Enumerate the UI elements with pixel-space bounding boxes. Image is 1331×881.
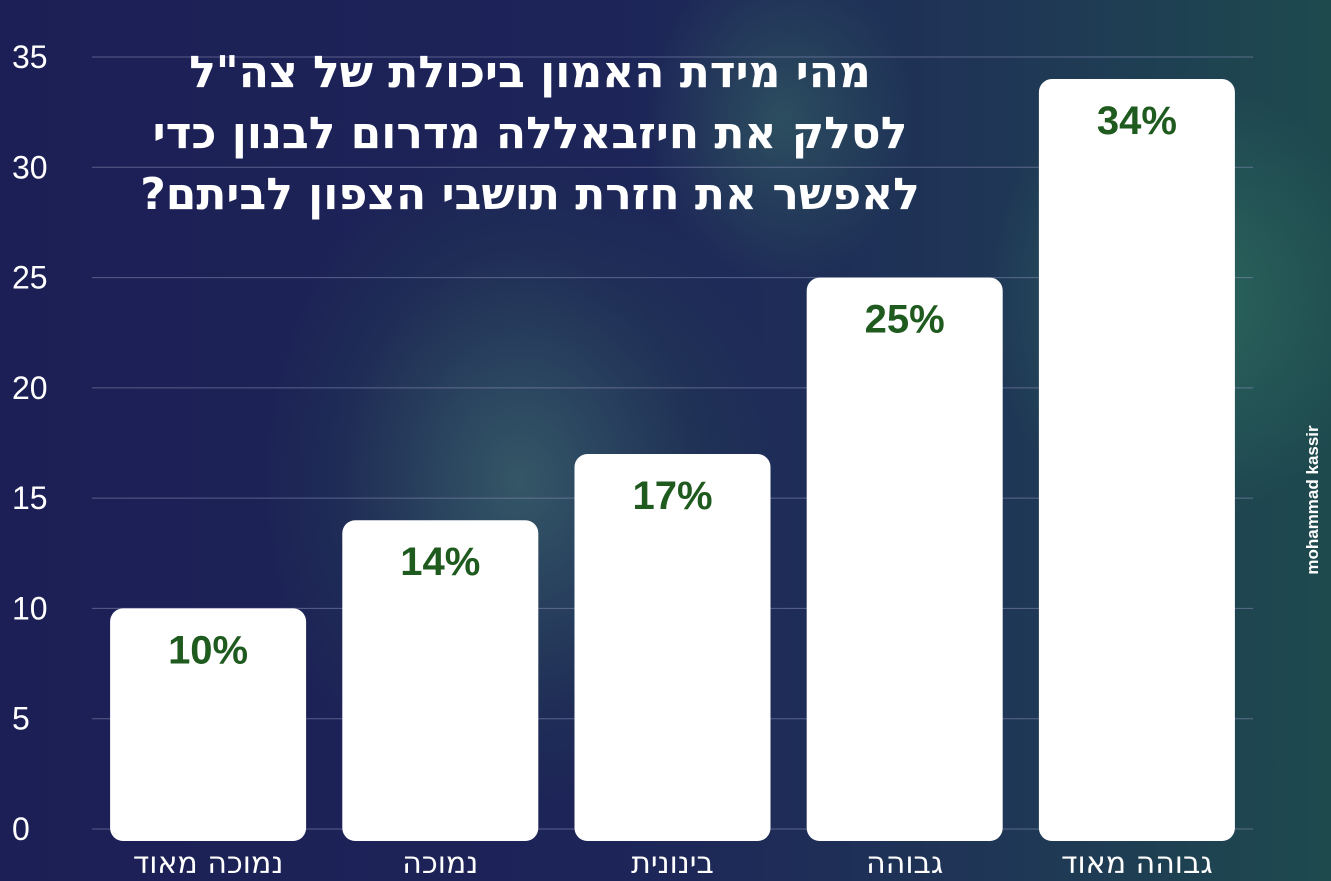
chart-title: מהי מידת האמון ביכולת של צה"ל לסלק את חי… xyxy=(90,42,970,225)
bar xyxy=(1039,79,1235,841)
y-tick-label: 25 xyxy=(12,260,48,296)
category-label: בינונית xyxy=(631,846,714,881)
title-line: לאפשר את חזרת תושבי הצפון לביתם? xyxy=(90,164,970,225)
bar xyxy=(807,278,1003,841)
title-line: מהי מידת האמון ביכולת של צה"ל xyxy=(90,42,970,103)
y-tick-label: 5 xyxy=(12,701,30,737)
title-line: לסלק את חיזבאללה מדרום לבנון כדי xyxy=(90,103,970,164)
data-label: 14% xyxy=(400,540,480,584)
data-label: 10% xyxy=(168,628,248,672)
category-label: נמוכה xyxy=(402,846,478,881)
data-label: 34% xyxy=(1097,99,1177,143)
category-label: נמוכה מאוד xyxy=(133,846,284,881)
data-label: 25% xyxy=(865,298,945,342)
category-label: גבוהה מאוד xyxy=(1061,846,1213,881)
data-label: 17% xyxy=(632,474,712,518)
category-label: גבוהה xyxy=(866,846,943,881)
y-tick-label: 20 xyxy=(12,370,48,406)
y-axis-ticks: 0 5 10 15 20 25 30 35 xyxy=(12,39,48,847)
x-axis-categories: נמוכה מאוד נמוכה בינונית גבוהה גבוהה מאוד xyxy=(133,846,1213,881)
y-tick-label: 15 xyxy=(12,480,48,516)
y-tick-label: 30 xyxy=(12,149,48,185)
y-tick-label: 35 xyxy=(12,39,48,75)
y-tick-label: 0 xyxy=(12,811,30,847)
y-tick-label: 10 xyxy=(12,590,48,626)
watermark: mohammad kassir xyxy=(1303,425,1323,574)
